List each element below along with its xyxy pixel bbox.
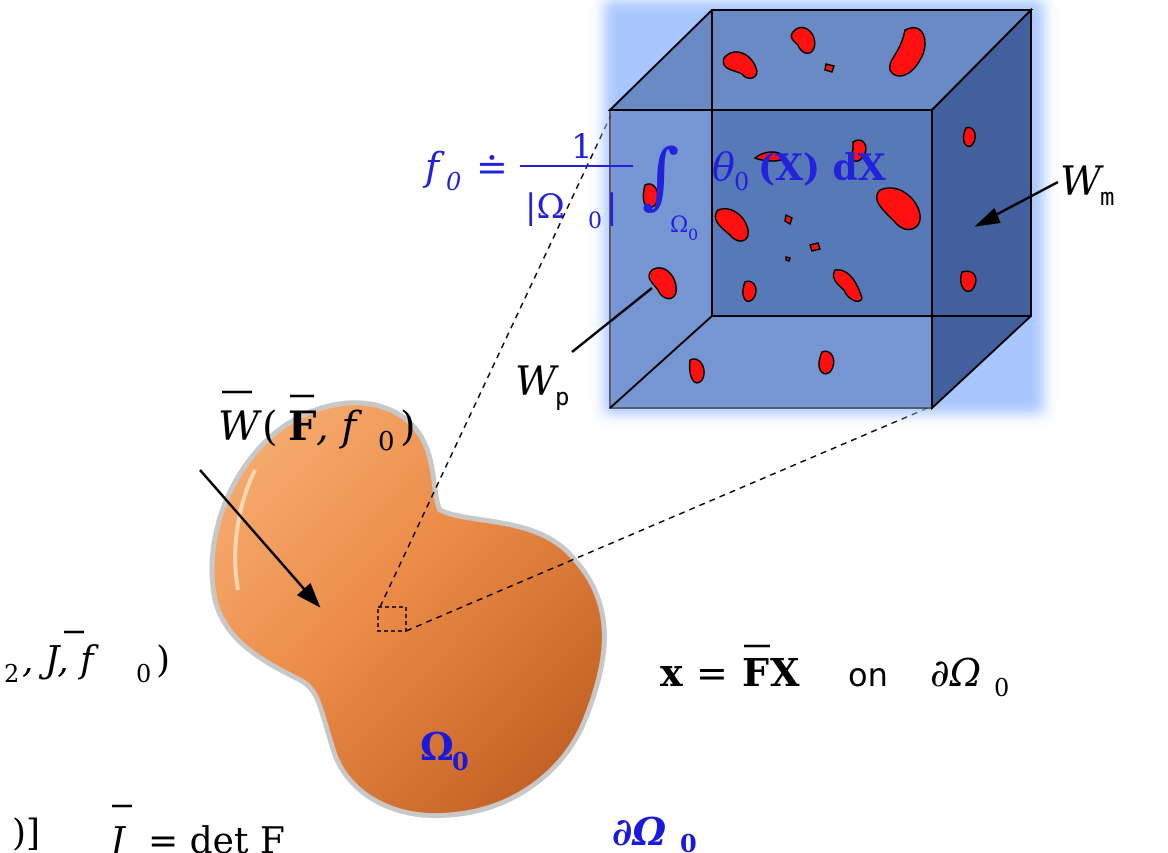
inclusion [809,242,821,252]
bc-x: x [660,650,683,695]
inclusion [722,51,758,79]
domain-labels: Ω 0 ∂Ω 0 [420,724,697,853]
eq-int-subsub: 0 [688,225,698,244]
domain-label: Ω [420,724,454,769]
matrix-label-sub: m [1100,183,1114,211]
particle-label: W [515,359,559,405]
eq-theta-sub: 0 [734,168,749,196]
eq-f0-sub: 0 [446,168,461,196]
energy-open: ( [262,404,278,450]
matrix-label: W [1060,159,1104,205]
partial-1-d: 0 [136,660,151,688]
inclusion [785,256,791,262]
inclusion [824,63,835,73]
partial-2-b: )] [12,813,40,853]
bc-F: F [742,650,769,695]
inclusion [962,126,976,147]
eq-int-sub: Ω [670,213,688,238]
eq-integral: ∫ [642,133,680,217]
body-omega0 [209,400,607,819]
particle-label-sub: p [555,383,569,411]
inclusion [753,151,786,162]
inclusion [850,139,867,162]
eq-frac-den: |Ω [525,187,565,227]
zoom-line-left [379,114,612,608]
energy-comma: , f [316,404,362,450]
cube-labels: W m W p [515,159,1114,411]
eq-integrand-arg: (X) dX [758,147,886,189]
energy-f-sub: 0 [378,427,395,457]
arrow-energy [199,469,313,599]
eq-f0-lhs: f [422,145,445,189]
material-point-box [377,606,407,632]
inclusion [642,183,659,209]
bc-boundary-sub: 0 [994,674,1009,702]
particle-inclusions [642,26,977,384]
inclusion [742,280,757,302]
inclusion [889,27,926,77]
partial-1-c: , J, f [22,640,99,681]
inclusion [875,187,921,231]
inclusion [714,208,749,242]
partial-2-d: = det F [148,821,285,853]
partial-1-b: 2 [4,660,19,688]
inclusion [688,358,705,384]
inclusion [960,270,977,292]
rve-cube [604,0,1044,414]
energy-close: ) [400,404,416,450]
eq-frac-den-close: | [606,187,617,227]
eq-frac-den-sub: 0 [588,209,602,234]
left-partial-formulas: 2 , J, f 0 ) )] J = det F [4,630,285,853]
energy-F: F [288,403,316,450]
bc-X: X [770,650,800,695]
boundary-label: ∂Ω [612,809,666,853]
eq-frac-num: 1 [571,127,593,167]
arrow-particle [571,287,653,353]
eq-dot-eq: ≐ [476,145,508,189]
bc-on: on [848,656,888,694]
label-arrows [199,180,1059,608]
cube-front-face [609,109,933,409]
zoom-line-right [405,406,931,632]
inclusion [790,26,816,55]
energy-label: W ( F , f 0 ) [218,390,416,457]
inclusion [818,350,835,375]
volume-fraction-equation: f 0 ≐ 1 |Ω 0 | ∫ Ω 0 θ 0 (X) dX [422,127,886,244]
energy-W: W [218,404,262,450]
partial-2-c: J [103,821,127,853]
arrow-matrix [989,180,1059,220]
boundary-condition: x = F X on ∂Ω 0 [660,644,1009,702]
boundary-label-sub: 0 [680,829,697,853]
partial-1-e: ) [156,640,170,681]
inclusion [784,213,793,226]
bc-eq: = [696,651,728,695]
body-outline [209,400,607,819]
inclusion [832,269,863,302]
domain-label-sub: 0 [452,747,469,776]
inclusion [648,267,677,300]
bc-boundary: ∂Ω [930,651,981,695]
eq-theta: θ [712,145,735,189]
body-highlight [233,469,257,591]
